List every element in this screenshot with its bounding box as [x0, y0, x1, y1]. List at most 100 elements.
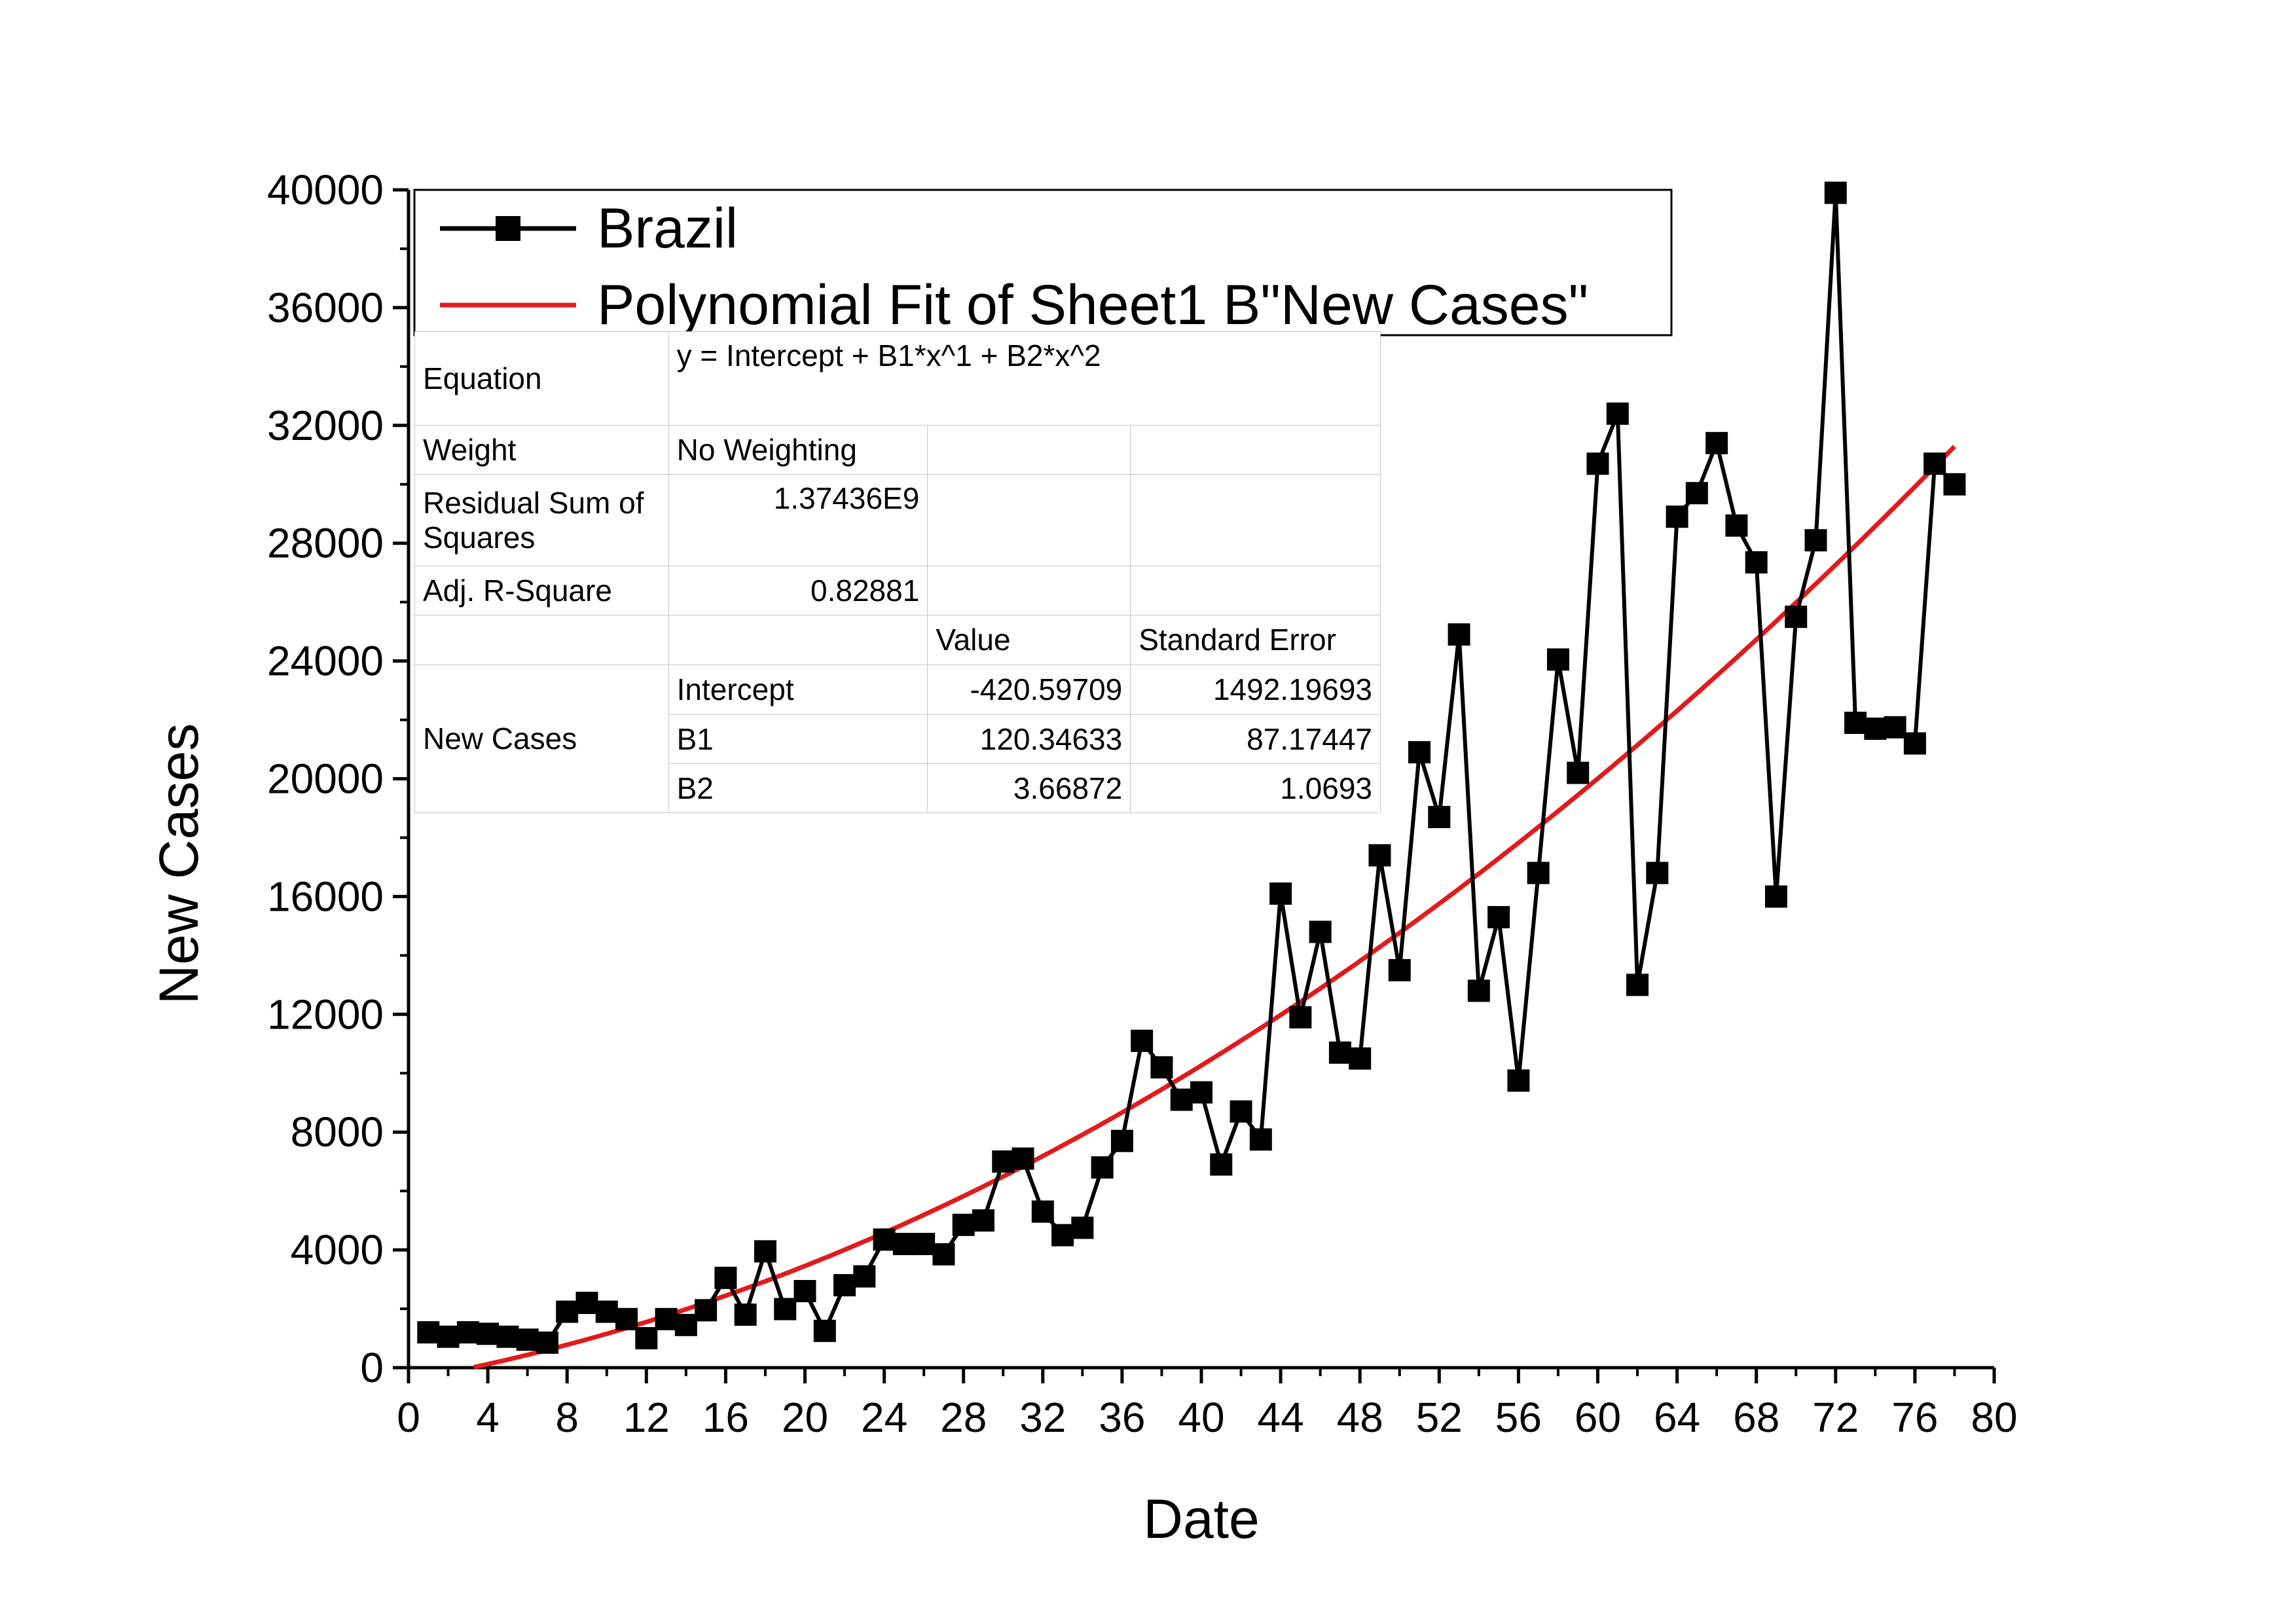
col-value-header: Value: [927, 615, 1131, 665]
legend-brazil-marker: [496, 216, 520, 241]
y-tick-label: 32000: [267, 402, 384, 449]
legend: Brazil Polynomial Fit of Sheet1 B"New Ca…: [413, 189, 1673, 337]
rss-label: Residual Sum of Squares: [414, 474, 669, 566]
data-point: [1764, 885, 1787, 908]
legend-frame: [413, 189, 1673, 337]
data-point: [853, 1265, 876, 1288]
x-tick-label: 24: [861, 1394, 907, 1441]
x-tick-label: 28: [940, 1394, 987, 1441]
data-point: [754, 1240, 776, 1263]
data-point: [1388, 958, 1411, 981]
series-layer: [417, 181, 1966, 1354]
data-point: [913, 1233, 936, 1256]
param-name: Intercept: [668, 665, 928, 715]
data-point: [1487, 905, 1510, 928]
data-point: [1210, 1153, 1233, 1176]
data-point: [615, 1307, 638, 1330]
table-row: New Cases Intercept -420.59709 1492.1969…: [414, 665, 1381, 813]
fit-results-table: Equation y = Intercept + B1*x^1 + B2*x^2…: [414, 331, 1381, 813]
y-tick-label: 28000: [267, 520, 384, 567]
data-point: [873, 1228, 896, 1251]
data-point: [1646, 862, 1669, 884]
data-point: [1666, 505, 1688, 528]
data-point: [1031, 1200, 1054, 1223]
x-tick-label: 72: [1812, 1394, 1859, 1441]
data-point: [1408, 741, 1431, 764]
data-point: [536, 1331, 558, 1354]
data-point: [1289, 1006, 1312, 1029]
y-tick-label: 4000: [291, 1226, 384, 1273]
data-point: [1864, 718, 1887, 740]
y-tick-label: 20000: [267, 756, 384, 803]
table-row: Residual Sum of Squares 1.37436E9: [414, 474, 1381, 566]
data-point: [1150, 1056, 1173, 1079]
table-row: Value Standard Error: [414, 615, 1381, 665]
data-point: [1923, 452, 1946, 475]
x-tick-label: 12: [623, 1394, 670, 1441]
data-point: [456, 1321, 479, 1344]
x-tick-label: 40: [1178, 1394, 1224, 1441]
data-point: [1428, 805, 1451, 828]
data-point: [1507, 1069, 1530, 1092]
data-point: [1269, 882, 1292, 905]
data-point: [1685, 482, 1708, 505]
data-point: [813, 1319, 836, 1342]
data-point: [1110, 1129, 1133, 1152]
x-tick-label: 32: [1019, 1394, 1066, 1441]
data-point: [1131, 1029, 1154, 1052]
row-group-label: New Cases: [414, 665, 669, 813]
x-tick-label: 36: [1099, 1394, 1145, 1441]
param-value: 3.66872: [927, 763, 1131, 813]
data-point: [437, 1325, 460, 1348]
data-point: [556, 1300, 579, 1323]
x-tick-label: 60: [1575, 1394, 1621, 1441]
data-point: [1051, 1224, 1074, 1247]
y-tick-label: 16000: [267, 873, 384, 920]
y-tick-label: 8000: [291, 1108, 384, 1156]
x-tick-label: 0: [397, 1394, 420, 1441]
data-point: [1170, 1088, 1193, 1111]
table-row: B2 3.66872 1.0693: [415, 763, 1381, 813]
x-tick-label: 68: [1733, 1394, 1779, 1441]
legend-brazil-label: Brazil: [597, 197, 738, 260]
adj-r2-value: 0.82881: [668, 566, 928, 615]
data-point: [1804, 529, 1827, 552]
data-point: [1745, 551, 1768, 574]
data-point: [1011, 1147, 1034, 1170]
data-point: [1943, 473, 1966, 496]
data-point: [1705, 431, 1728, 454]
data-point: [1071, 1216, 1094, 1239]
data-point: [1230, 1100, 1252, 1123]
x-tick-label: 76: [1891, 1394, 1938, 1441]
x-tick-label: 48: [1337, 1394, 1383, 1441]
param-stderr: 87.17447: [1130, 714, 1381, 764]
x-tick-label: 4: [476, 1394, 500, 1441]
data-point: [892, 1233, 915, 1256]
data-point: [496, 1325, 519, 1348]
data-point: [1546, 648, 1569, 671]
data-point: [992, 1150, 1015, 1173]
y-axis-title: New Cases: [148, 723, 210, 1004]
data-point: [516, 1328, 539, 1351]
fit-layer: [473, 445, 1956, 1370]
x-tick-label: 56: [1495, 1394, 1542, 1441]
param-value: 120.34633: [927, 714, 1131, 764]
weight-label: Weight: [414, 425, 669, 475]
table-row: B1 120.34633 87.17447: [415, 714, 1381, 764]
data-point: [1903, 732, 1926, 755]
data-point: [1349, 1047, 1372, 1070]
table-row: Equation y = Intercept + B1*x^1 + B2*x^2: [414, 331, 1381, 426]
data-point: [1844, 712, 1867, 735]
x-tick-label: 44: [1258, 1394, 1304, 1441]
param-stderr: 1.0693: [1130, 763, 1381, 813]
data-point: [793, 1280, 816, 1303]
fit-curve: [473, 445, 1956, 1370]
data-point: [1785, 606, 1808, 629]
data-point: [1309, 921, 1332, 943]
x-tick-label: 80: [1971, 1394, 2017, 1441]
data-point: [734, 1304, 757, 1326]
data-point: [1467, 979, 1490, 1002]
data-point: [1606, 402, 1629, 425]
data-point: [1824, 181, 1847, 204]
